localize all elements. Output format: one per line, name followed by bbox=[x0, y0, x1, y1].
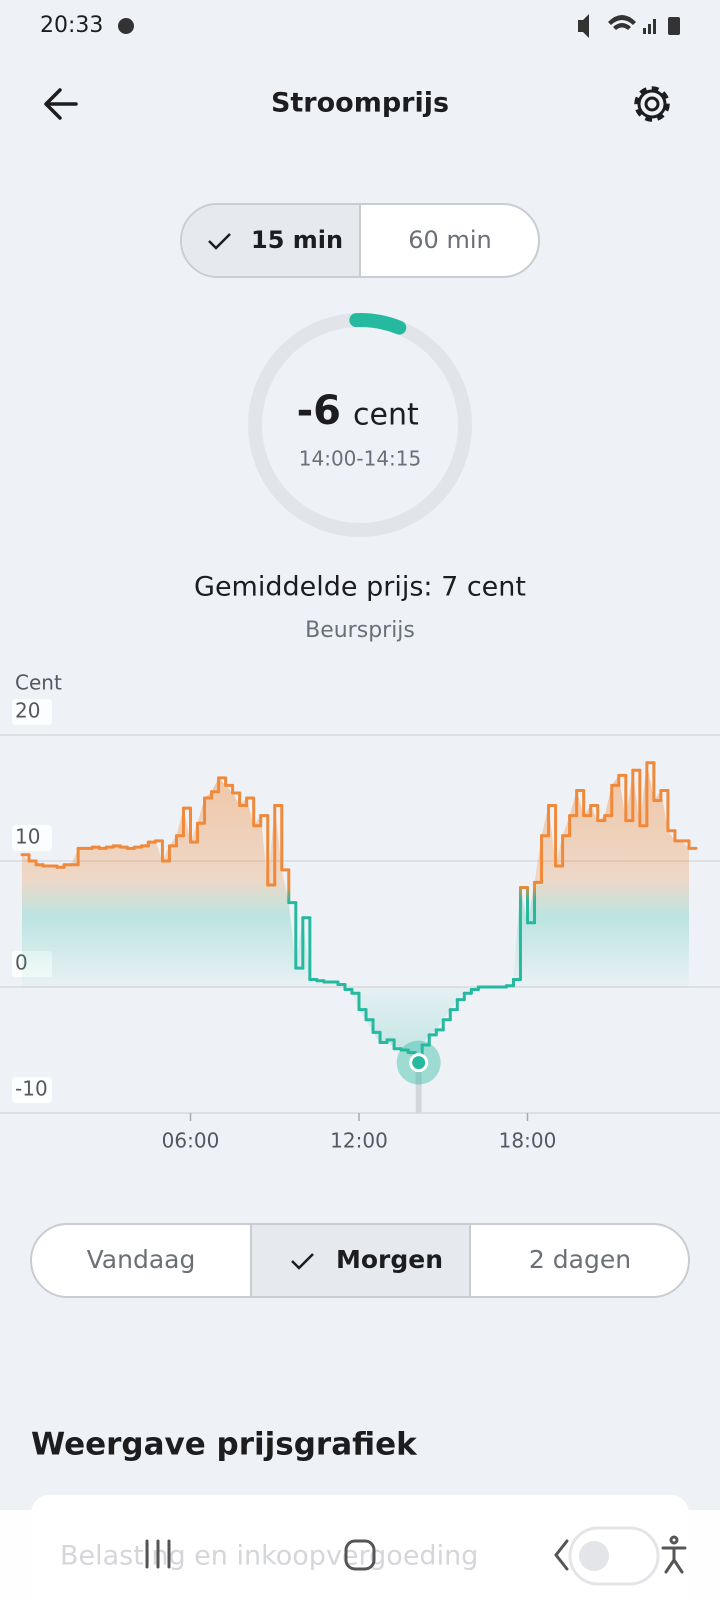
status-time: 20:33 bbox=[40, 13, 103, 38]
day-tab[interactable]: 2 dagen bbox=[529, 1245, 631, 1274]
status-icons bbox=[578, 14, 680, 38]
tick-label-bg bbox=[12, 825, 52, 851]
tab-selected-bg[interactable] bbox=[251, 1225, 470, 1296]
price-area bbox=[22, 762, 689, 1063]
x-tick-label: 12:00 bbox=[330, 1129, 388, 1153]
toggle-option[interactable]: 15 min bbox=[251, 226, 343, 254]
x-tick-label: 06:00 bbox=[162, 1129, 220, 1153]
day-tab[interactable]: Morgen bbox=[336, 1245, 443, 1274]
nav-icons bbox=[145, 1535, 687, 1574]
day-tab[interactable]: Vandaag bbox=[87, 1245, 196, 1274]
settings-button[interactable] bbox=[634, 86, 670, 122]
y-axis-label: Cent bbox=[15, 671, 62, 695]
setting-label: Belasting en inkoopvergoeding bbox=[60, 1541, 478, 1572]
price-source: Beursprijs bbox=[305, 618, 415, 643]
section-title: Weergave prijsgrafiek bbox=[31, 1427, 418, 1463]
tick-label-bg bbox=[12, 699, 52, 725]
back-button[interactable] bbox=[44, 88, 78, 120]
nav-home[interactable] bbox=[344, 1539, 376, 1571]
setting-switch[interactable] bbox=[568, 1526, 660, 1586]
toggle-selected-bg[interactable] bbox=[182, 205, 360, 276]
price-line bbox=[20, 761, 698, 1065]
highlight-point bbox=[409, 1053, 429, 1073]
switch-knob bbox=[579, 1541, 609, 1571]
day-tabs: Vandaag Morgen 2 dagen bbox=[30, 1223, 690, 1298]
nav-recent[interactable] bbox=[145, 1539, 171, 1569]
tick-label-bg bbox=[12, 1077, 52, 1103]
page-title: Stroomprijs bbox=[271, 88, 449, 119]
interval-toggle: 15 min 60 min bbox=[180, 203, 540, 278]
x-tick-label: 18:00 bbox=[499, 1129, 557, 1153]
y-tick-label: -10 bbox=[15, 1077, 48, 1101]
gauge-period: 14:00-14:15 bbox=[299, 447, 422, 471]
gauge-arc bbox=[349, 313, 407, 335]
y-tick-label: 20 bbox=[15, 699, 40, 723]
status-icon bbox=[118, 18, 134, 34]
toggle-option[interactable]: 60 min bbox=[408, 226, 491, 254]
gauge-unit: cent bbox=[353, 398, 419, 433]
average-price: Gemiddelde prijs: 7 cent bbox=[194, 572, 526, 603]
accessibility[interactable] bbox=[661, 1535, 687, 1574]
gauge-value: -6 bbox=[297, 388, 341, 434]
nav-back[interactable] bbox=[554, 1539, 569, 1571]
y-tick-label: 10 bbox=[15, 825, 40, 849]
